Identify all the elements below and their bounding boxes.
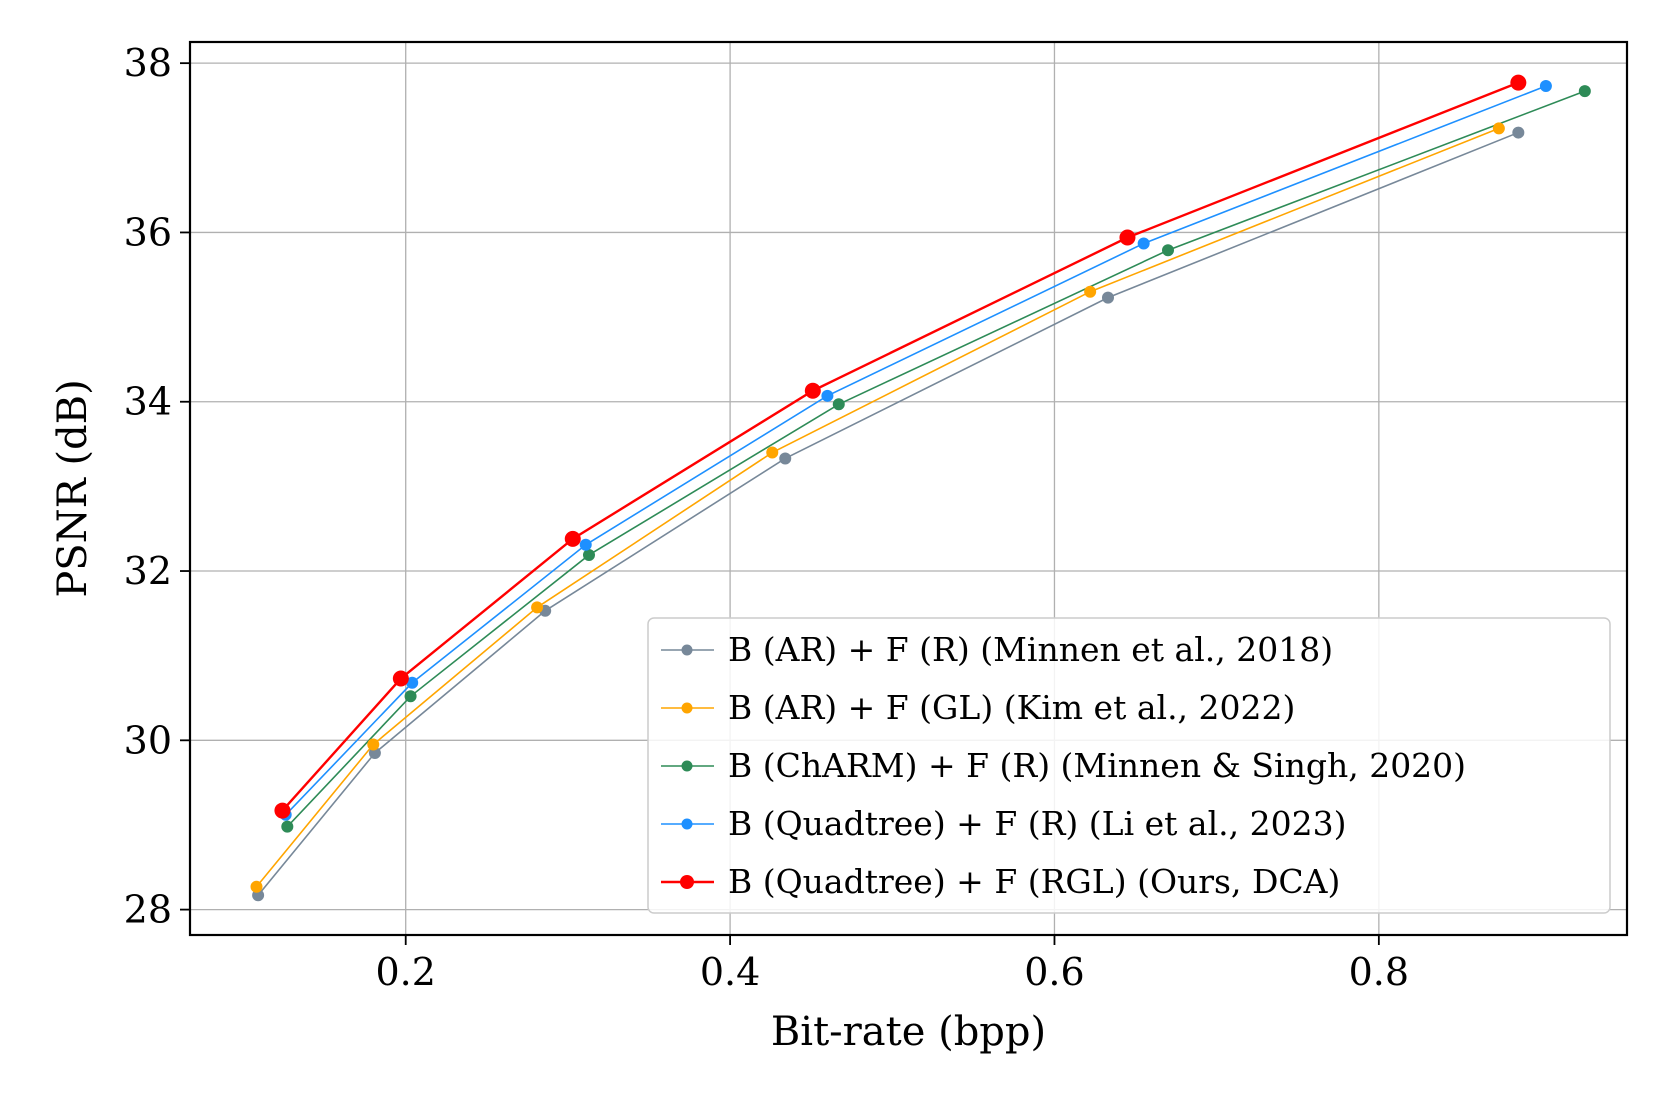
- plot-frame: [188, 40, 1629, 937]
- legend-marker: [681, 760, 693, 772]
- y-axis-label: PSNR (dB): [50, 379, 96, 597]
- legend-entry-label: B (AR) + F (R) (Minnen et al., 2018): [728, 630, 1333, 669]
- legend-marker: [681, 644, 693, 656]
- data-point-2: [404, 690, 417, 703]
- legend-box: [647, 617, 1611, 914]
- data-point-1: [1084, 285, 1097, 298]
- x-tick-label: 0.6: [1024, 950, 1084, 994]
- data-point-4: [392, 670, 409, 687]
- data-point-2: [1162, 244, 1175, 257]
- series-line-1: [255, 127, 1500, 888]
- data-point-3: [1539, 80, 1552, 93]
- legend-marker: [681, 818, 693, 830]
- legend-entry-label: B (Quadtree) + F (R) (Li et al., 2023): [728, 804, 1346, 843]
- y-axis-ticks: 28 30 32 34 36 38: [124, 41, 190, 932]
- data-point-3: [406, 676, 419, 689]
- data-point-3: [579, 538, 592, 551]
- x-axis-ticks: 0.2 0.4 0.6 0.8: [375, 935, 1409, 994]
- data-point-0: [1512, 126, 1525, 139]
- data-point-0: [779, 452, 792, 465]
- y-tick-label: 28: [124, 888, 172, 932]
- data-point-2: [582, 548, 595, 561]
- legend: B (AR) + F (R) (Minnen et al., 2018) B (A…: [647, 617, 1611, 914]
- series-markers: [250, 74, 1591, 902]
- data-point-4: [1119, 229, 1136, 246]
- legend-entry-label: B (Quadtree) + F (RGL) (Ours, DCA): [728, 862, 1340, 901]
- legend-entry-label: B (ChARM) + F (R) (Minnen & Singh, 2020): [728, 746, 1466, 785]
- series-lines: [255, 81, 1586, 896]
- data-point-4: [564, 530, 581, 547]
- data-point-4: [1510, 74, 1527, 91]
- series-line-4: [281, 81, 1519, 812]
- x-tick-label: 0.8: [1349, 950, 1409, 994]
- series-line-0: [257, 131, 1519, 896]
- data-point-3: [1137, 237, 1150, 250]
- data-point-1: [531, 601, 544, 614]
- data-point-0: [1101, 291, 1114, 304]
- data-point-4: [804, 382, 821, 399]
- series-line-3: [285, 85, 1547, 816]
- y-tick-label: 36: [124, 210, 172, 254]
- data-point-3: [821, 389, 834, 402]
- y-tick-label: 34: [124, 380, 172, 424]
- legend-entry-label: B (AR) + F (GL) (Kim et al., 2022): [728, 688, 1295, 727]
- y-tick-label: 32: [124, 549, 172, 593]
- data-point-2: [832, 398, 845, 411]
- x-tick-label: 0.2: [375, 950, 435, 994]
- data-point-1: [766, 446, 779, 459]
- data-point-1: [1492, 122, 1505, 135]
- series-line-2: [286, 90, 1586, 828]
- y-tick-label: 30: [124, 718, 172, 762]
- data-point-1: [250, 880, 263, 893]
- data-point-1: [367, 738, 380, 751]
- legend-marker: [681, 702, 693, 714]
- data-point-4: [274, 802, 291, 819]
- data-point-2: [281, 820, 294, 833]
- data-point-2: [1578, 85, 1591, 98]
- x-axis-label: Bit-rate (bpp): [771, 1009, 1046, 1055]
- x-tick-label: 0.4: [700, 950, 760, 994]
- y-tick-label: 38: [124, 41, 172, 85]
- legend-marker: [680, 875, 694, 889]
